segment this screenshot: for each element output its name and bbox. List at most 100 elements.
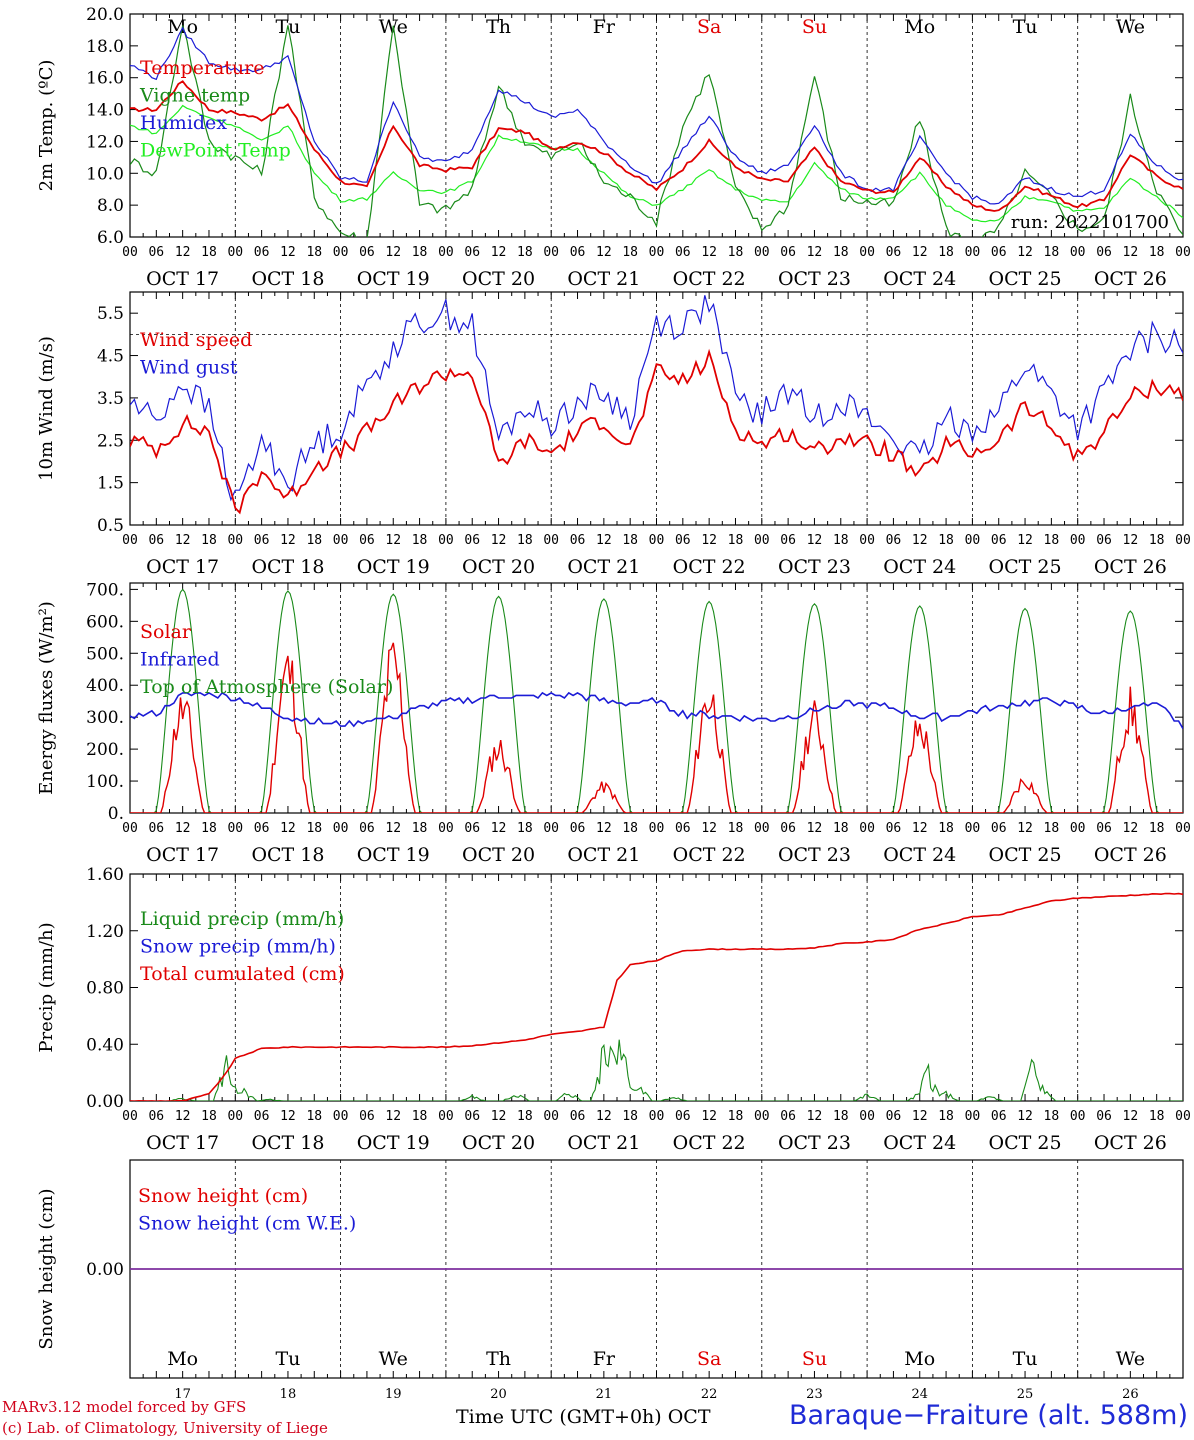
hour-tick-label: 06 <box>148 245 164 260</box>
y-axis-label: Snow height (cm) <box>36 1188 57 1349</box>
date-label: OCT 17 <box>146 268 219 290</box>
hour-tick-label: 06 <box>675 533 691 548</box>
hour-tick-label: 12 <box>701 533 717 548</box>
hour-tick-label: 06 <box>991 533 1007 548</box>
hour-tick-label: 06 <box>991 245 1007 260</box>
date-label: OCT 19 <box>357 556 430 578</box>
y-axis-label: 2m Temp. (ºC) <box>36 60 57 192</box>
date-label: OCT 26 <box>1094 556 1167 578</box>
hour-tick-label: 12 <box>912 245 928 260</box>
date-label: OCT 26 <box>1094 1132 1167 1154</box>
date-label: OCT 24 <box>883 556 956 578</box>
hour-tick-label: 12 <box>807 1109 823 1124</box>
weekday-label: We <box>1116 1348 1145 1370</box>
date-label: OCT 23 <box>778 556 851 578</box>
panel-2: 0.5 1.5 2.5 3.5 4.5 5.5 10m Wind (m/s) 00 06 12 18… <box>36 291 1191 578</box>
series-infrared <box>130 691 1183 730</box>
hour-tick-label: 18 <box>1149 533 1165 548</box>
hour-tick-label: 12 <box>491 1109 507 1124</box>
series-group <box>130 892 1183 1101</box>
date-label: OCT 17 <box>146 556 219 578</box>
hour-tick-label: 12 <box>701 245 717 260</box>
hour-tick-label: 18 <box>306 245 322 260</box>
y-tick-label: 18.0 <box>86 37 124 57</box>
weekday-label: We <box>379 1348 408 1370</box>
hour-tick-label: 18 <box>1149 245 1165 260</box>
date-label: OCT 26 <box>1094 268 1167 290</box>
hour-tick-label: 18 <box>833 245 849 260</box>
hour-tick-label: 18 <box>1044 821 1060 836</box>
hour-tick-label: 00 <box>1070 821 1086 836</box>
hour-tick-label: 18 <box>412 533 428 548</box>
hour-tick-label: 06 <box>780 821 796 836</box>
hour-tick-label: 12 <box>1123 245 1139 260</box>
hour-tick-label: 00 <box>754 533 770 548</box>
y-tick-label: 4.5 <box>97 347 124 367</box>
y-tick-label: 300. <box>86 708 124 728</box>
hour-tick-label: 06 <box>464 245 480 260</box>
hour-tick-label: 12 <box>596 1109 612 1124</box>
date-label: OCT 22 <box>673 844 746 866</box>
hour-tick-label: 12 <box>175 821 191 836</box>
hour-tick-label: 12 <box>491 533 507 548</box>
series-group <box>130 295 1183 515</box>
hour-tick-label: 12 <box>280 821 296 836</box>
weekday-label: Tu <box>1013 16 1038 38</box>
hour-tick-label: 00 <box>227 821 243 836</box>
y-tick-label: 700. <box>86 580 124 600</box>
hour-tick-label: 00 <box>438 245 454 260</box>
day-number-label: 23 <box>806 1387 823 1400</box>
hour-tick-label: 00 <box>754 1109 770 1124</box>
y-tick-label: 500. <box>86 644 124 664</box>
date-label: OCT 19 <box>357 1132 430 1154</box>
date-label: OCT 21 <box>567 844 640 866</box>
series-solar <box>130 642 1183 813</box>
hour-tick-label: 06 <box>464 1109 480 1124</box>
date-label: OCT 20 <box>462 556 535 578</box>
hour-tick-label: 00 <box>333 821 349 836</box>
hour-tick-label: 12 <box>175 533 191 548</box>
hour-tick-label: 12 <box>385 533 401 548</box>
hour-tick-label: 00 <box>859 245 875 260</box>
series-wind-speed <box>130 348 1183 515</box>
y-tick-label: 2.5 <box>97 431 124 451</box>
day-number-label: 20 <box>490 1387 507 1400</box>
hour-tick-label: 00 <box>122 245 138 260</box>
date-label: OCT 19 <box>357 844 430 866</box>
legend-entry: Liquid precip (mm/h) <box>140 908 344 930</box>
hour-tick-label: 12 <box>385 1109 401 1124</box>
y-tick-label: 20.0 <box>86 5 124 25</box>
weekday-label: Mo <box>904 1348 935 1370</box>
date-label: OCT 22 <box>673 556 746 578</box>
hour-tick-label: 12 <box>1123 821 1139 836</box>
date-label: OCT 24 <box>883 268 956 290</box>
hour-tick-label: 06 <box>1096 245 1112 260</box>
weekday-label: Tu <box>1013 1348 1038 1370</box>
hour-tick-label: 00 <box>1175 245 1191 260</box>
date-label: OCT 23 <box>778 844 851 866</box>
station-name: Baraque−Fraiture (alt. 588m) <box>788 1400 1188 1431</box>
hour-tick-label: 12 <box>807 245 823 260</box>
day-number-label: 19 <box>385 1387 402 1400</box>
panel-4: 0.00 0.40 0.80 1.20 1.60 Precip (mm/h) 00 06 12 1… <box>36 865 1191 1154</box>
hour-tick-label: 00 <box>438 1109 454 1124</box>
hour-tick-label: 00 <box>543 533 559 548</box>
hour-tick-label: 06 <box>254 821 270 836</box>
hour-tick-label: 18 <box>201 533 217 548</box>
hour-tick-label: 00 <box>122 1109 138 1124</box>
y-axis-label: Energy fluxes (W/m²) <box>36 601 57 795</box>
hour-tick-label: 06 <box>886 1109 902 1124</box>
hour-tick-label: 00 <box>227 533 243 548</box>
weekday-label: Mo <box>167 1348 198 1370</box>
hour-tick-label: 18 <box>938 245 954 260</box>
y-tick-label: 0.00 <box>86 1092 124 1112</box>
date-label: OCT 20 <box>462 268 535 290</box>
hour-tick-label: 12 <box>1017 1109 1033 1124</box>
hour-tick-label: 06 <box>570 533 586 548</box>
legend-entry: Wind speed <box>140 329 252 351</box>
hour-tick-label: 00 <box>1070 245 1086 260</box>
hour-tick-label: 06 <box>991 1109 1007 1124</box>
weekday-label: Th <box>486 1348 511 1370</box>
weekday-label: Su <box>802 1348 827 1370</box>
date-label: OCT 23 <box>778 1132 851 1154</box>
